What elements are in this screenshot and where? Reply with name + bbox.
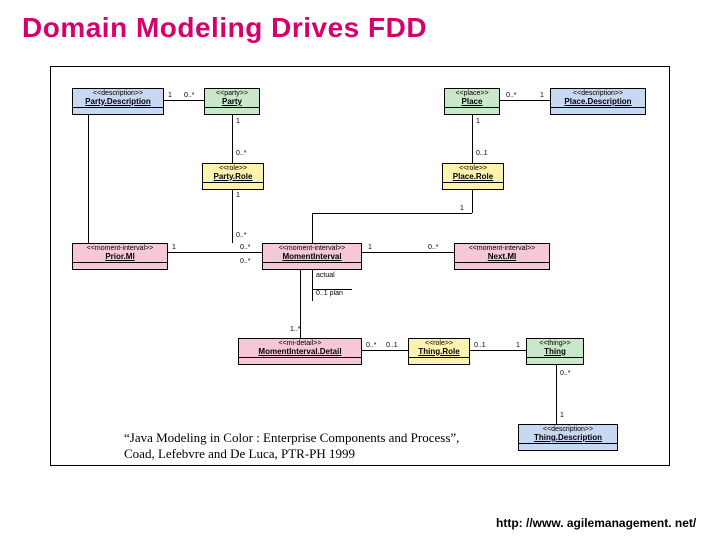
- uml-class-party-description: <<description>>Party.Description: [72, 88, 164, 115]
- class-body: [455, 263, 549, 269]
- multiplicity-label: 1: [516, 342, 520, 349]
- multiplicity-label: 1: [236, 192, 240, 199]
- class-body: [409, 358, 469, 364]
- class-body: [443, 183, 503, 189]
- class-name-label: Place.Description: [551, 98, 645, 109]
- class-name-label: Party: [205, 98, 259, 109]
- association-line: [88, 115, 89, 243]
- association-line: [362, 252, 454, 253]
- uml-class-place: <<place>>Place: [444, 88, 500, 115]
- uml-class-prior-mi: <<moment-interval>>Prior.MI: [72, 243, 168, 270]
- multiplicity-label: 0..*: [240, 258, 251, 265]
- class-name-label: Thing.Role: [409, 348, 469, 359]
- association-line: [232, 189, 233, 243]
- multiplicity-label: 0..*: [184, 92, 195, 99]
- class-body: [239, 358, 361, 364]
- multiplicity-label: 0..1: [386, 342, 398, 349]
- citation-line-2: Coad, Lefebvre and De Luca, PTR-PH 1999: [124, 446, 459, 462]
- multiplicity-label: actual: [316, 272, 335, 279]
- multiplicity-label: 0..*: [236, 232, 247, 239]
- association-line: [362, 350, 408, 351]
- multiplicity-label: 1: [172, 244, 176, 251]
- association-line: [472, 189, 473, 213]
- multiplicity-label: 1: [476, 118, 480, 125]
- multiplicity-label: 1..*: [290, 326, 301, 333]
- multiplicity-label: 1: [168, 92, 172, 99]
- multiplicity-label: 1: [460, 205, 464, 212]
- multiplicity-label: 0..*: [236, 150, 247, 157]
- class-body: [527, 358, 583, 364]
- class-body: [519, 444, 617, 450]
- slide-title: Domain Modeling Drives FDD: [22, 12, 427, 44]
- uml-class-place-description: <<description>>Place.Description: [550, 88, 646, 115]
- association-line: [312, 289, 313, 301]
- association-line: [168, 252, 262, 253]
- class-body: [551, 108, 645, 114]
- citation-caption: “Java Modeling in Color : Enterprise Com…: [124, 430, 459, 461]
- uml-class-moment-interval: <<moment-interval>>MomentInterval: [262, 243, 362, 270]
- multiplicity-label: 1: [368, 244, 372, 251]
- multiplicity-label: 1: [560, 412, 564, 419]
- uml-class-mi-detail: <<mi-detail>>MomentInterval.Detail: [238, 338, 362, 365]
- association-line: [164, 100, 204, 101]
- multiplicity-label: 0..1 plan: [316, 290, 343, 297]
- multiplicity-label: 0..*: [560, 370, 571, 377]
- class-name-label: MomentInterval.Detail: [239, 348, 361, 359]
- multiplicity-label: 1: [236, 118, 240, 125]
- class-name-label: Thing: [527, 348, 583, 359]
- association-line: [312, 269, 313, 289]
- class-body: [73, 263, 167, 269]
- uml-class-thing-role: <<role>>Thing.Role: [408, 338, 470, 365]
- class-name-label: Next.MI: [455, 253, 549, 264]
- multiplicity-label: 0..1: [476, 150, 488, 157]
- association-line: [312, 213, 313, 243]
- uml-class-party: <<party>>Party: [204, 88, 260, 115]
- uml-class-thing: <<thing>>Thing: [526, 338, 584, 365]
- multiplicity-label: 0..*: [240, 244, 251, 251]
- uml-class-next-mi: <<moment-interval>>Next.MI: [454, 243, 550, 270]
- uml-class-place-role: <<role>>Place.Role: [442, 163, 504, 190]
- class-name-label: Prior.MI: [73, 253, 167, 264]
- uml-class-thing-description: <<description>>Thing.Description: [518, 424, 618, 451]
- class-name-label: MomentInterval: [263, 253, 361, 264]
- footer-url: http: //www. agilemanagement. net/: [496, 516, 696, 530]
- multiplicity-label: 1: [540, 92, 544, 99]
- association-line: [312, 213, 472, 214]
- class-name-label: Place.Role: [443, 173, 503, 184]
- multiplicity-label: 0..*: [428, 244, 439, 251]
- class-name-label: Party.Description: [73, 98, 163, 109]
- uml-class-party-role: <<role>>Party.Role: [202, 163, 264, 190]
- class-name-label: Party.Role: [203, 173, 263, 184]
- multiplicity-label: 0..*: [506, 92, 517, 99]
- association-line: [556, 364, 557, 424]
- multiplicity-label: 0..1: [474, 342, 486, 349]
- association-line: [232, 114, 233, 163]
- association-line: [472, 114, 473, 163]
- association-line: [500, 100, 550, 101]
- class-name-label: Place: [445, 98, 499, 109]
- citation-line-1: “Java Modeling in Color : Enterprise Com…: [124, 430, 459, 446]
- class-body: [73, 108, 163, 114]
- class-name-label: Thing.Description: [519, 434, 617, 445]
- association-line: [470, 350, 526, 351]
- class-body: [203, 183, 263, 189]
- multiplicity-label: 0..*: [366, 342, 377, 349]
